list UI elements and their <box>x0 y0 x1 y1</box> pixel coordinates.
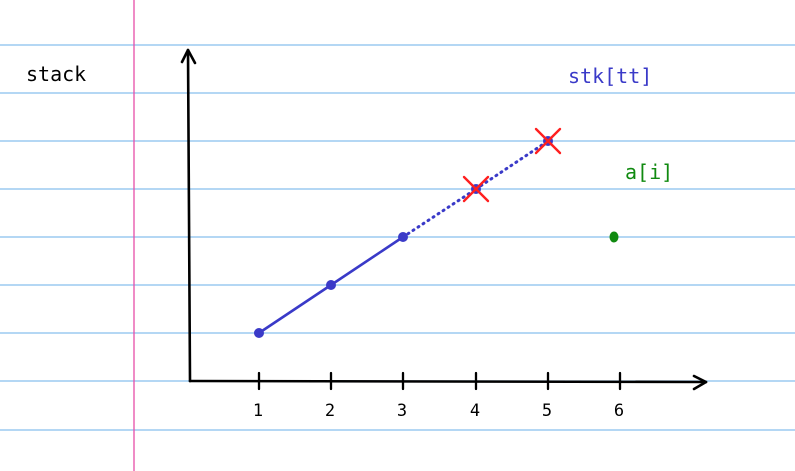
ruled-lines <box>0 44 795 431</box>
x-tick-label-2: 2 <box>325 401 335 421</box>
pop-marks <box>462 127 562 203</box>
new-element <box>609 231 619 243</box>
stack-point-1 <box>254 328 264 338</box>
pop-mark-4 <box>462 175 490 203</box>
stack-lines <box>257 139 550 335</box>
pop-mark-5 <box>534 127 562 155</box>
dotted-segment-4-5 <box>474 139 550 191</box>
stack-point-3 <box>398 232 408 242</box>
x-tick-label-1: 1 <box>253 401 263 421</box>
x-axis-arrowhead <box>692 374 708 391</box>
new-element-label: a[i] <box>625 160 673 184</box>
x-ticks: 1 2 3 4 5 6 <box>253 371 624 421</box>
x-axis <box>188 379 708 384</box>
y-axis <box>186 48 192 383</box>
solid-segment-1-2 <box>257 283 333 335</box>
stack-point-2 <box>326 280 336 290</box>
stack-top-label: stk[tt] <box>568 64 652 88</box>
x-tick-label-5: 5 <box>542 401 552 421</box>
stack-title: stack <box>26 62 87 86</box>
dotted-segment-3-4 <box>401 187 478 239</box>
y-axis-arrowhead <box>180 48 197 65</box>
x-tick-label-3: 3 <box>397 401 407 421</box>
new-element-point <box>609 231 619 243</box>
solid-segment-2-3 <box>329 235 405 287</box>
axes <box>180 48 708 391</box>
x-tick-label-6: 6 <box>614 401 624 421</box>
x-tick-label-4: 4 <box>470 401 480 421</box>
